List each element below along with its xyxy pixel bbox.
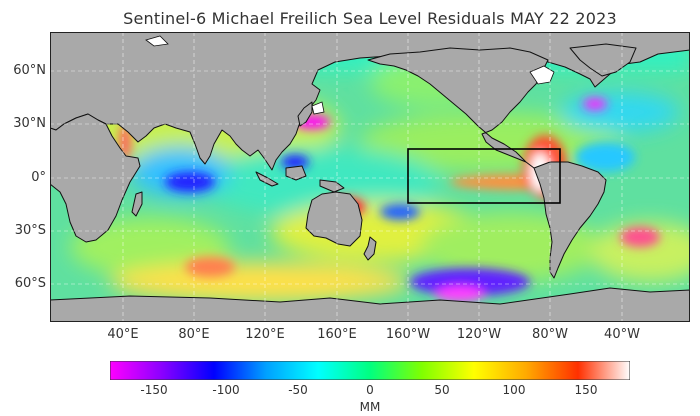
- lon-label-160e: 160°E: [317, 327, 357, 342]
- lat-label-30s: 30°S: [14, 223, 46, 238]
- arctic-ice-patch: [145, 35, 169, 47]
- antarctica-land: [50, 287, 690, 322]
- colorbar-tick: 100: [502, 383, 526, 397]
- colorbar-tick: 0: [366, 383, 374, 397]
- japan-land: [297, 101, 313, 127]
- colorbar-tick: -100: [212, 383, 240, 397]
- lon-label-40e: 40°E: [107, 327, 139, 342]
- south-america-land: [533, 161, 607, 279]
- indonesia-land-2: [285, 165, 307, 181]
- lat-label-60n: 60°N: [13, 63, 46, 78]
- colorbar-unit-label: MM: [359, 400, 381, 414]
- new-guinea-land: [319, 179, 345, 193]
- lon-label-120e: 120°E: [245, 327, 285, 342]
- sea-level-map: [50, 32, 690, 322]
- graticule: [50, 32, 690, 322]
- hudson-bay: [529, 65, 555, 85]
- australia-land: [305, 191, 363, 247]
- lon-label-80w: 80°W: [532, 327, 568, 342]
- land-masses: [50, 32, 690, 322]
- ice-patches: [145, 35, 555, 115]
- lon-label-120w: 120°W: [456, 327, 502, 342]
- lat-label-30n: 30°N: [13, 116, 46, 131]
- colorbar: [110, 361, 630, 380]
- lat-label-60s: 60°S: [14, 276, 46, 291]
- okhotsk-ice-patch: [311, 101, 325, 115]
- north-america-land: [367, 47, 549, 169]
- indonesia-land-1: [255, 171, 279, 187]
- highlight-region-box: [407, 148, 561, 204]
- colorbar-tick: 150: [574, 383, 598, 397]
- colorbar-tick: -150: [140, 383, 168, 397]
- lon-label-40w: 40°W: [604, 327, 640, 342]
- lon-label-80e: 80°E: [178, 327, 210, 342]
- lat-label-0: 0°: [31, 170, 46, 185]
- map-title: Sentinel-6 Michael Freilich Sea Level Re…: [123, 9, 617, 28]
- lon-label-160w: 160°W: [385, 327, 431, 342]
- new-zealand-land: [363, 236, 377, 261]
- greenland-land: [569, 43, 637, 77]
- madagascar-land: [131, 191, 143, 217]
- colorbar-tick: 50: [434, 383, 450, 397]
- eurasia-land: [50, 32, 690, 171]
- colorbar-tick: -50: [288, 383, 308, 397]
